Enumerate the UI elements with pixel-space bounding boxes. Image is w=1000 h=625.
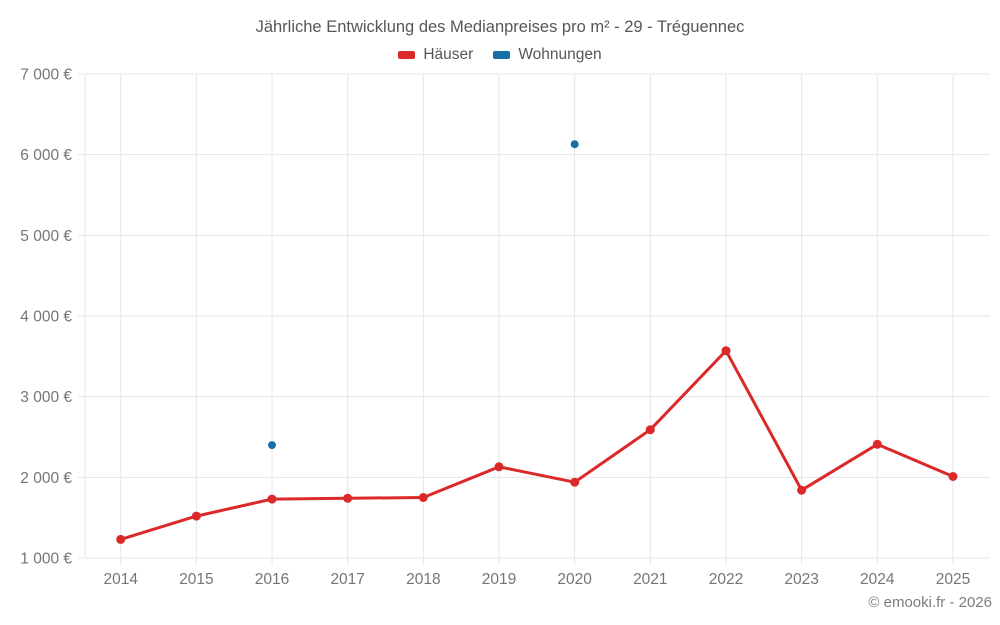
x-axis-label: 2016 (255, 571, 289, 588)
x-axis-label: 2024 (860, 571, 895, 588)
x-axis-label: 2022 (709, 571, 743, 588)
data-point-häuser (721, 346, 731, 356)
x-axis-label: 2025 (936, 571, 970, 588)
copyright-text: © emooki.fr - 2026 (868, 594, 992, 611)
y-axis-label: 4 000 € (20, 309, 72, 326)
data-point-häuser (872, 439, 882, 449)
legend: Häuser Wohnungen (0, 46, 1000, 64)
x-axis-label: 2014 (103, 571, 138, 588)
data-point-häuser (418, 493, 428, 502)
y-axis-label: 3 000 € (20, 389, 72, 406)
gridlines (78, 73, 990, 565)
legend-swatch-haeuser-icon (398, 51, 416, 59)
x-axis-label: 2023 (784, 571, 818, 588)
axis-labels: 1 000 € 2 000 € 3 000 € 4 000 € 5 000 € 6 000… (20, 67, 970, 589)
y-axis-label: 6 000 € (20, 147, 72, 164)
data-point-häuser (267, 494, 277, 504)
legend-item-haeuser[interactable]: Häuser (398, 46, 473, 64)
x-axis-label: 2020 (557, 571, 592, 588)
series-line-häuser (119, 349, 955, 541)
data-point-wohnungen (268, 441, 276, 450)
x-axis-label: 2021 (633, 571, 667, 588)
series (116, 140, 958, 544)
data-point-häuser (343, 493, 353, 503)
legend-label-wohnungen: Wohnungen (518, 46, 602, 63)
data-point-häuser (797, 485, 807, 495)
data-point-häuser (494, 462, 504, 472)
y-axis-label: 7 000 € (20, 67, 72, 84)
x-axis-label: 2019 (482, 571, 516, 588)
data-point-häuser (191, 511, 201, 521)
y-axis-label: 5 000 € (20, 228, 72, 245)
data-point-häuser (570, 477, 580, 487)
x-axis-label: 2018 (406, 571, 440, 588)
y-axis-label: 1 000 € (20, 551, 72, 568)
y-axis-label: 2 000 € (20, 470, 72, 487)
data-point-häuser (948, 472, 958, 481)
legend-label-haeuser: Häuser (423, 46, 474, 63)
x-axis-label: 2015 (179, 571, 213, 588)
legend-item-wohnungen[interactable]: Wohnungen (493, 46, 602, 64)
chart-title: Jährliche Entwicklung des Medianpreises … (255, 18, 745, 36)
x-axis-label: 2017 (330, 571, 364, 588)
data-point-häuser (116, 534, 126, 544)
data-point-häuser (645, 425, 655, 435)
legend-swatch-wohnungen-icon (493, 51, 511, 59)
data-point-wohnungen (570, 140, 579, 149)
